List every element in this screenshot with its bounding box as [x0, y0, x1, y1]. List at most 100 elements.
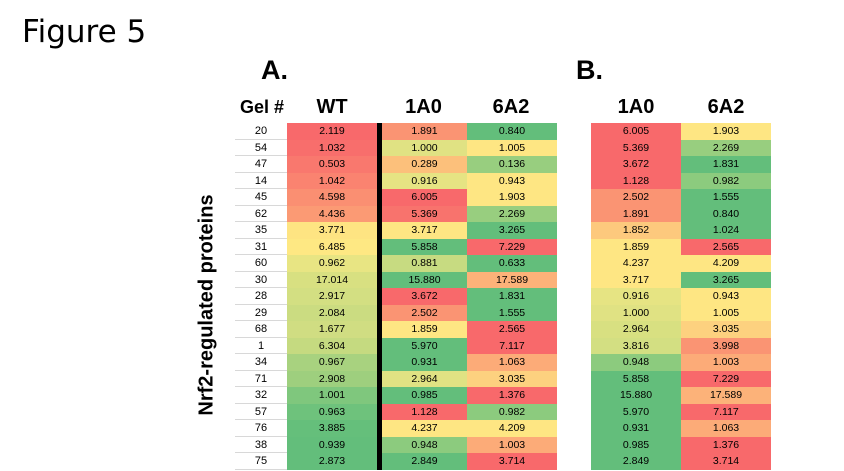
1a0-value-cell: 2.964: [591, 321, 681, 338]
table-row: 1 6.304 5.970 7.117: [235, 337, 557, 354]
1a0-value-cell: 3.717: [591, 271, 681, 288]
table-row: 1.128 0.982: [591, 172, 771, 189]
table-row: 28 2.917 3.672 1.831: [235, 288, 557, 305]
1a0-value-cell: 0.948: [382, 436, 467, 453]
table-row: 0.948 1.003: [591, 354, 771, 371]
6a2-value-cell: 0.943: [681, 288, 771, 305]
panel-b-label: B.: [576, 55, 603, 85]
6a2-value-cell: 1.903: [467, 189, 557, 206]
table-row: 35 3.771 3.717 3.265: [235, 222, 557, 239]
table-row: 62 4.436 5.369 2.269: [235, 205, 557, 222]
table-row: 68 1.677 1.859 2.565: [235, 321, 557, 338]
table-row: 0.931 1.063: [591, 420, 771, 437]
6a2-value-cell: 3.998: [681, 337, 771, 354]
1a0-value-cell: 2.502: [382, 304, 467, 321]
table-row: 45 4.598 6.005 1.903: [235, 189, 557, 206]
table-row: 2.964 3.035: [591, 321, 771, 338]
table-row: 3.816 3.998: [591, 337, 771, 354]
table-row: 47 0.503 0.289 0.136: [235, 156, 557, 173]
table-row: 5.369 2.269: [591, 139, 771, 156]
6a2-value-cell: 3.714: [467, 453, 557, 470]
divider-bar: [377, 321, 382, 338]
divider-bar: [377, 123, 382, 140]
table-row: 4.237 4.209: [591, 255, 771, 272]
1a0-value-cell: 5.858: [382, 238, 467, 255]
divider-bar: [377, 205, 382, 222]
divider-bar: [377, 255, 382, 272]
wt-value-cell: 1.001: [287, 387, 377, 404]
gel-number-cell: 47: [235, 156, 287, 173]
wt-value-cell: 1.677: [287, 321, 377, 338]
1a0-value-cell: 15.880: [382, 271, 467, 288]
1a0-value-cell: 0.289: [382, 156, 467, 173]
table-row: 3.717 3.265: [591, 271, 771, 288]
wt-value-cell: 2.119: [287, 123, 377, 140]
6a2-value-cell: 1.003: [467, 436, 557, 453]
6a2-value-cell: 0.136: [467, 156, 557, 173]
1a0-value-cell: 5.970: [382, 337, 467, 354]
gel-number-cell: 30: [235, 271, 287, 288]
table-row: 20 2.119 1.891 0.840: [235, 123, 557, 140]
divider-bar: [377, 156, 382, 173]
table-row: 14 1.042 0.916 0.943: [235, 172, 557, 189]
gel-number-cell: 68: [235, 321, 287, 338]
6a2-value-cell: 2.565: [681, 238, 771, 255]
table-row: 29 2.084 2.502 1.555: [235, 304, 557, 321]
1a0-value-cell: 0.881: [382, 255, 467, 272]
6a2-value-cell: 1.063: [681, 420, 771, 437]
table-row: 75 2.873 2.849 3.714: [235, 453, 557, 470]
1a0-value-cell: 1.128: [382, 403, 467, 420]
1a0-value-cell: 4.237: [591, 255, 681, 272]
heatmap-table-a: 20 2.119 1.891 0.840 54 1.032 1.000 1.005 47 0.50…: [235, 123, 557, 470]
1a0-value-cell: 6.005: [591, 123, 681, 140]
1a0-value-cell: 3.816: [591, 337, 681, 354]
divider-bar: [377, 139, 382, 156]
6a2-value-cell: 3.265: [681, 271, 771, 288]
1a0-value-cell: 3.672: [591, 156, 681, 173]
1a0-value-cell: 0.985: [591, 436, 681, 453]
gel-number-cell: 60: [235, 255, 287, 272]
table-row: 34 0.967 0.931 1.063: [235, 354, 557, 371]
6a2-value-cell: 0.840: [467, 123, 557, 140]
gel-number-cell: 76: [235, 420, 287, 437]
wt-value-cell: 0.963: [287, 403, 377, 420]
gel-number-cell: 75: [235, 453, 287, 470]
wt-value-cell: 6.304: [287, 337, 377, 354]
1a0-value-cell: 0.916: [591, 288, 681, 305]
6a2-value-cell: 0.982: [467, 403, 557, 420]
table-row: 1.859 2.565: [591, 238, 771, 255]
figure-title: Figure 5: [22, 14, 147, 50]
6a2-value-cell: 1.831: [681, 156, 771, 173]
6a2-value-cell: 7.117: [681, 403, 771, 420]
wt-value-cell: 2.084: [287, 304, 377, 321]
6a2-value-cell: 17.589: [467, 271, 557, 288]
1a0-value-cell: 3.672: [382, 288, 467, 305]
6a2-value-cell: 1.831: [467, 288, 557, 305]
wt-value-cell: 2.917: [287, 288, 377, 305]
6a2-value-cell: 2.269: [467, 205, 557, 222]
gel-number-cell: 28: [235, 288, 287, 305]
1a0-value-cell: 0.985: [382, 387, 467, 404]
gel-number-cell: 34: [235, 354, 287, 371]
6a2-value-cell: 3.714: [681, 453, 771, 470]
wt-value-cell: 4.598: [287, 189, 377, 206]
6a2-value-cell: 7.229: [467, 238, 557, 255]
wt-value-cell: 0.503: [287, 156, 377, 173]
1a0-value-cell: 2.964: [382, 370, 467, 387]
1a0-value-cell: 0.931: [591, 420, 681, 437]
1a0-value-cell: 0.948: [591, 354, 681, 371]
divider-bar: [377, 271, 382, 288]
gel-number-cell: 20: [235, 123, 287, 140]
6a2-value-cell: 0.982: [681, 172, 771, 189]
header-a-6a2: 6A2: [492, 96, 530, 118]
1a0-value-cell: 0.931: [382, 354, 467, 371]
1a0-value-cell: 4.237: [382, 420, 467, 437]
1a0-value-cell: 1.859: [591, 238, 681, 255]
1a0-value-cell: 3.717: [382, 222, 467, 239]
divider-bar: [377, 189, 382, 206]
header-gel: Gel #: [239, 97, 285, 117]
header-b-1a0: 1A0: [617, 96, 655, 118]
header-b-6a2: 6A2: [707, 96, 745, 118]
6a2-value-cell: 1.003: [681, 354, 771, 371]
table-row: 71 2.908 2.964 3.035: [235, 370, 557, 387]
